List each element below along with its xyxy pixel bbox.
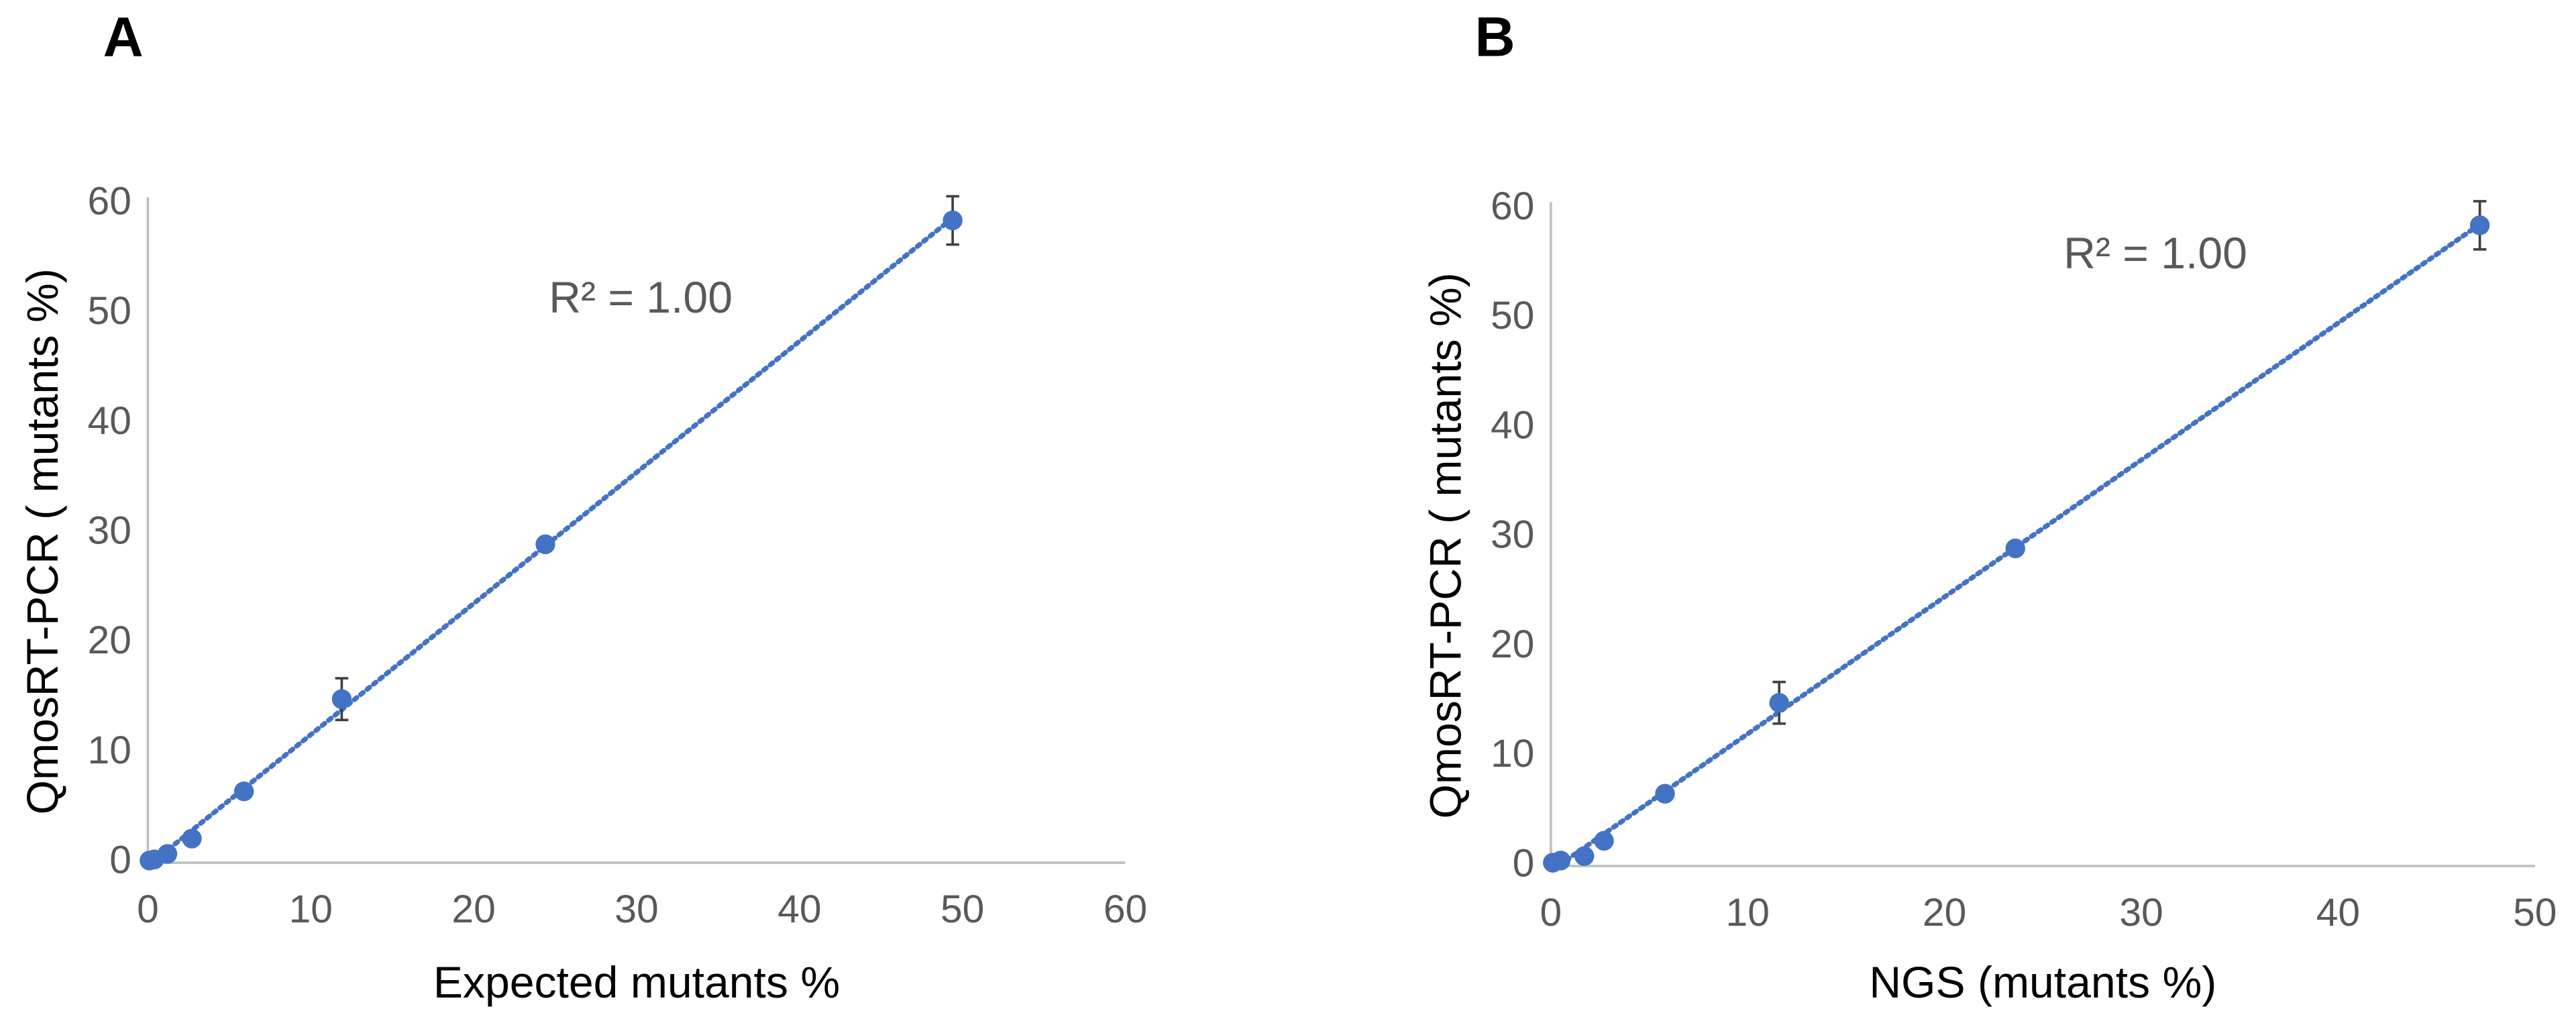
y-tick-label: 10 <box>88 729 131 772</box>
x-tick-label: 30 <box>614 888 658 931</box>
y-tick-label: 60 <box>1491 184 1534 228</box>
y-tick-label: 20 <box>1491 623 1534 666</box>
annotation: R² = 1.00 <box>2063 229 2247 278</box>
x-tick-label: 20 <box>451 888 495 931</box>
point <box>2005 538 2025 559</box>
point <box>943 210 963 231</box>
point <box>535 534 555 555</box>
point <box>1769 692 1789 713</box>
y-tick-label: 40 <box>1491 403 1534 447</box>
y-tick-label: 0 <box>109 839 131 882</box>
point <box>2469 215 2490 235</box>
y-tick-label: 60 <box>88 180 131 223</box>
x-tick-label: 10 <box>1726 891 1770 934</box>
point <box>1550 851 1571 871</box>
point <box>157 844 178 864</box>
point <box>1655 784 1675 804</box>
x-tick-label: 20 <box>1923 891 1966 934</box>
x-tick-label: 50 <box>2513 891 2557 934</box>
y-tick-label: 10 <box>1491 732 1534 775</box>
point <box>1594 830 1614 851</box>
panel-label: A <box>103 6 144 68</box>
point <box>331 689 352 709</box>
y-tick-label: 40 <box>88 399 131 443</box>
x-tick-label: 30 <box>2119 891 2163 934</box>
x-tick-label: 60 <box>1104 888 1147 931</box>
x-tick-label: 10 <box>289 888 333 931</box>
y-tick-label: 0 <box>1513 841 1535 885</box>
y-tick-label: 50 <box>1491 294 1534 337</box>
x-tick-label: 40 <box>2316 891 2360 934</box>
x-tick-label: 0 <box>1540 891 1562 934</box>
point <box>1574 846 1595 866</box>
y-tick-label: 30 <box>88 509 131 553</box>
x-axis-title: Expected mutants % <box>433 958 840 1008</box>
x-tick-label: 50 <box>941 888 984 931</box>
x-tick-label: 0 <box>137 888 159 931</box>
x-tick-label: 40 <box>777 888 821 931</box>
x-axis-title: NGS (mutants %) <box>1869 958 2216 1008</box>
point <box>234 781 254 802</box>
annotation: R² = 1.00 <box>549 273 733 323</box>
panel-label: B <box>1475 6 1515 68</box>
y-tick-label: 30 <box>1491 513 1534 557</box>
y-tick-label: 50 <box>88 289 131 333</box>
y-axis-title: QmosRT-PCR ( mutants %) <box>1421 272 1470 818</box>
y-axis-title: QmosRT-PCR ( mutants %) <box>18 268 68 814</box>
y-tick-label: 20 <box>88 619 131 662</box>
point <box>182 828 202 849</box>
